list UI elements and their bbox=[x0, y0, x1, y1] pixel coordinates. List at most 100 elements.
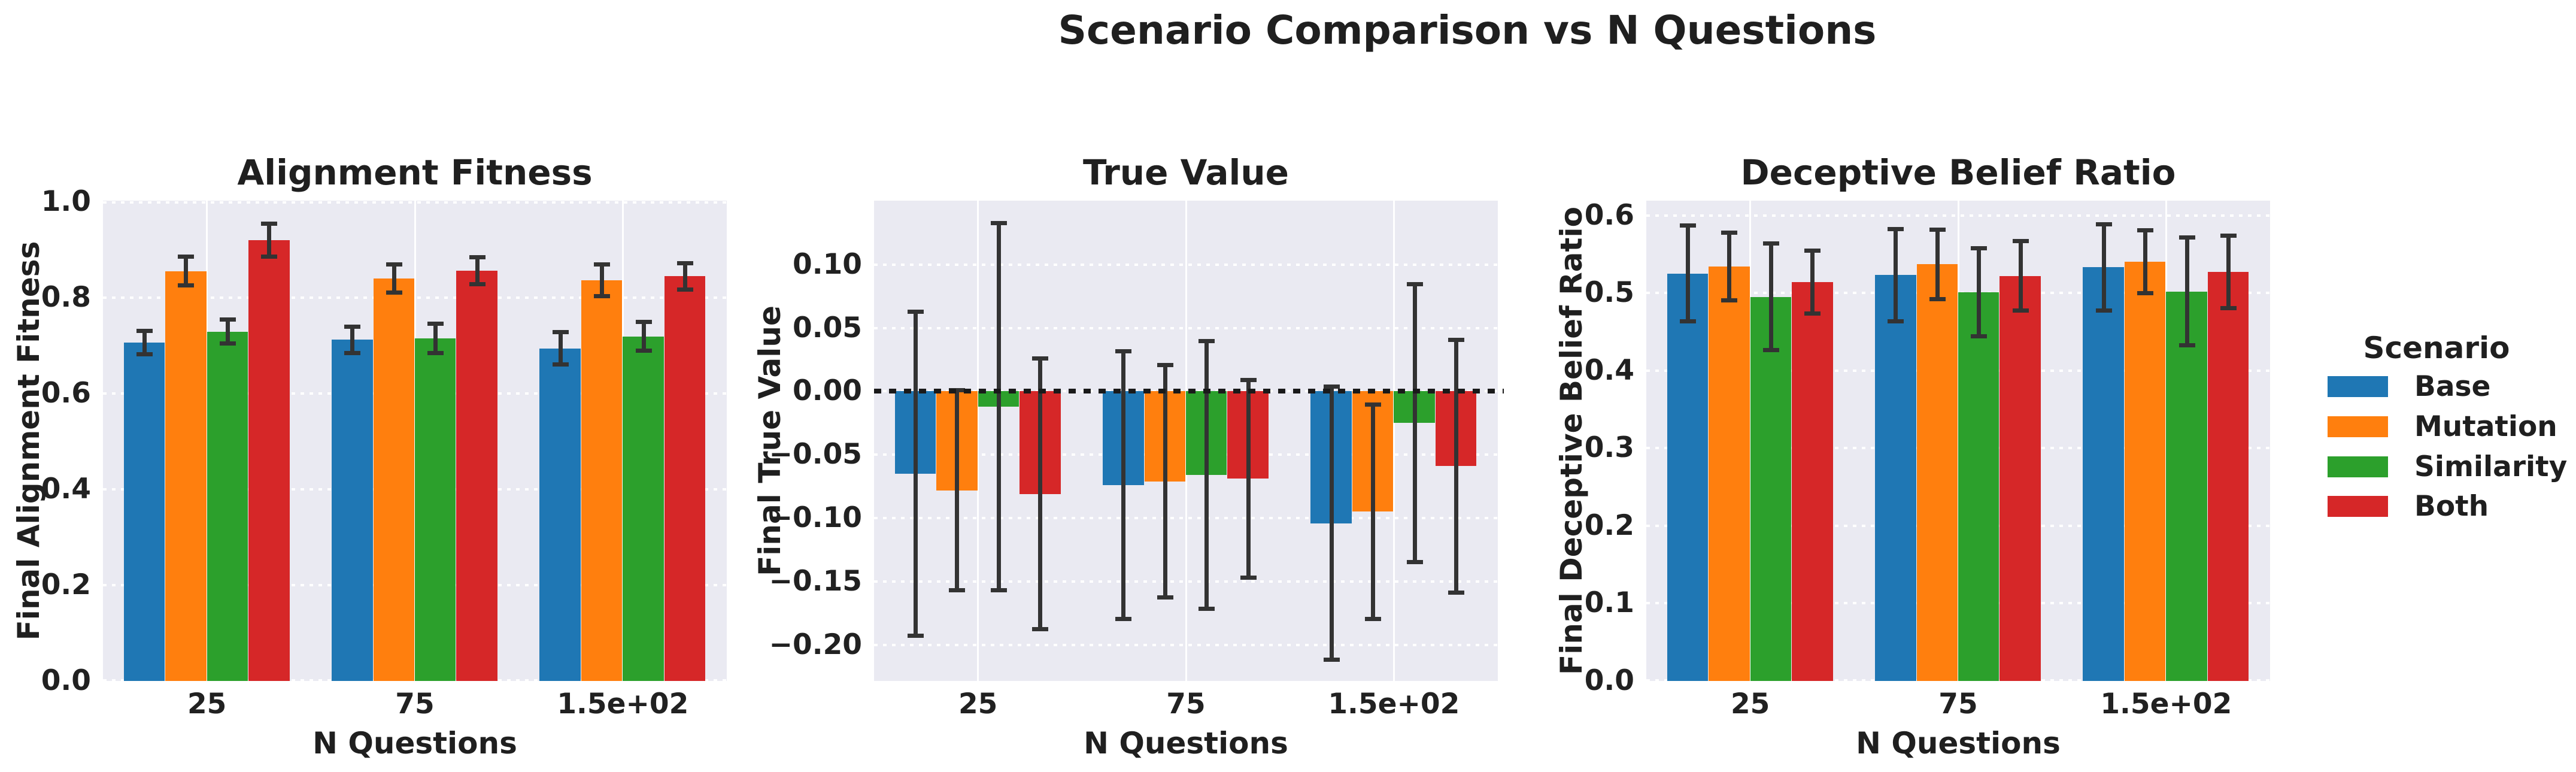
error-bar-cap-top bbox=[427, 321, 444, 326]
error-bar bbox=[913, 311, 918, 636]
error-bar-cap-bottom bbox=[1721, 298, 1738, 303]
gridline-x bbox=[1392, 201, 1395, 681]
error-bar-cap-top bbox=[1721, 231, 1738, 235]
error-bar bbox=[1038, 358, 1043, 630]
error-bar-cap-bottom bbox=[2012, 308, 2029, 313]
error-bar-cap-top bbox=[1365, 402, 1382, 407]
error-bar bbox=[1121, 350, 1126, 620]
error-bar-cap-bottom bbox=[1971, 334, 1988, 338]
error-bar-cap-bottom bbox=[1323, 658, 1340, 662]
bar-both-25 bbox=[248, 240, 290, 681]
bar-similarity-25 bbox=[207, 331, 248, 681]
legend-label-base: Base bbox=[2414, 370, 2491, 403]
legend-swatch-similarity bbox=[2328, 456, 2388, 477]
error-bar-cap-bottom bbox=[990, 588, 1007, 592]
y-tick-label: 0.3 bbox=[1584, 431, 1634, 465]
bar-both-1.5e+02 bbox=[664, 276, 706, 681]
bar-mutation-1.5e+02 bbox=[2124, 262, 2166, 681]
error-bar-cap-top bbox=[1032, 356, 1049, 361]
error-bar bbox=[1768, 243, 1773, 351]
error-bar bbox=[683, 263, 688, 290]
bar-similarity-1.5e+02 bbox=[623, 336, 664, 681]
y-tick-label: 0.1 bbox=[1584, 586, 1634, 620]
y-tick-label: −0.20 bbox=[769, 628, 862, 661]
bar-both-25 bbox=[1792, 282, 1833, 681]
legend-label-both: Both bbox=[2414, 490, 2489, 523]
y-tick-label: 0.6 bbox=[1584, 198, 1634, 232]
y-axis-label: Final True Value bbox=[753, 305, 787, 576]
error-bar-cap-bottom bbox=[2178, 343, 2195, 348]
error-bar-cap-top bbox=[136, 328, 153, 333]
y-tick-label: 0.5 bbox=[1584, 276, 1634, 310]
y-tick-label: 0.2 bbox=[1584, 508, 1634, 542]
error-bar-cap-top bbox=[2137, 228, 2154, 233]
bar-both-75 bbox=[456, 270, 497, 681]
error-bar bbox=[1935, 229, 1940, 299]
bar-mutation-75 bbox=[373, 278, 414, 681]
error-bar-cap-top bbox=[1323, 385, 1340, 389]
error-bar-cap-top bbox=[1406, 281, 1423, 286]
legend-swatch-both bbox=[2328, 496, 2388, 517]
error-bar-cap-bottom bbox=[2220, 306, 2237, 311]
error-bar-cap-top bbox=[677, 261, 694, 266]
x-tick-label: 75 bbox=[395, 688, 435, 720]
error-bar-cap-bottom bbox=[1804, 311, 1821, 316]
error-bar-cap-bottom bbox=[1679, 319, 1696, 324]
error-bar-cap-top bbox=[1157, 363, 1173, 368]
error-bar-cap-bottom bbox=[344, 350, 361, 355]
bar-base-75 bbox=[1875, 275, 1916, 681]
x-tick-label: 25 bbox=[958, 688, 998, 720]
y-tick-label: 0.2 bbox=[41, 568, 91, 601]
error-bar-cap-bottom bbox=[1888, 319, 1904, 324]
error-bar-cap-bottom bbox=[1365, 617, 1382, 622]
subplot-title-2: True Value bbox=[1083, 152, 1289, 193]
error-bar-cap-bottom bbox=[261, 255, 278, 259]
error-bar bbox=[1454, 339, 1459, 593]
error-bar-cap-top bbox=[344, 324, 361, 329]
error-bar-cap-top bbox=[635, 319, 652, 324]
error-bar-cap-bottom bbox=[594, 294, 611, 299]
error-bar-cap-bottom bbox=[386, 290, 402, 295]
error-bar-cap-bottom bbox=[136, 352, 153, 356]
error-bar-cap-top bbox=[1929, 227, 1946, 232]
error-bar bbox=[1894, 228, 1898, 322]
y-tick-label: −0.15 bbox=[769, 564, 862, 598]
gridline-x bbox=[977, 201, 979, 681]
bar-base-25 bbox=[1667, 273, 1709, 681]
legend-title: Scenario bbox=[2363, 331, 2510, 365]
error-bar-cap-bottom bbox=[1199, 607, 1215, 611]
error-bar-cap-top bbox=[1115, 349, 1132, 353]
error-bar-cap-bottom bbox=[219, 341, 236, 346]
error-bar-cap-bottom bbox=[1032, 627, 1049, 632]
error-bar bbox=[1810, 250, 1815, 314]
error-bar bbox=[2018, 241, 2023, 311]
error-bar-cap-bottom bbox=[635, 349, 652, 353]
error-bar bbox=[1371, 404, 1376, 620]
error-bar-cap-top bbox=[552, 330, 569, 335]
error-bar-cap-top bbox=[2012, 239, 2029, 244]
bar-mutation-1.5e+02 bbox=[581, 280, 623, 681]
error-bar-cap-bottom bbox=[677, 287, 694, 292]
legend-swatch-base bbox=[2328, 376, 2388, 397]
error-bar-cap-top bbox=[178, 254, 195, 259]
error-bar-cap-bottom bbox=[1240, 575, 1257, 580]
bar-base-1.5e+02 bbox=[2083, 267, 2124, 681]
error-bar bbox=[1163, 365, 1167, 598]
bar-similarity-75 bbox=[1958, 292, 1999, 681]
error-bar-cap-top bbox=[1679, 223, 1696, 228]
y-tick-label: −0.05 bbox=[769, 438, 862, 471]
error-bar bbox=[184, 256, 189, 286]
error-bar-cap-bottom bbox=[469, 282, 486, 287]
y-axis-label: Final Deceptive Belief Ratio bbox=[1554, 207, 1589, 675]
error-bar-cap-top bbox=[1888, 226, 1904, 231]
error-bar-cap-bottom bbox=[178, 283, 195, 288]
error-bar-cap-top bbox=[261, 222, 278, 226]
error-bar-cap-bottom bbox=[427, 350, 444, 355]
error-bar bbox=[475, 256, 480, 285]
x-tick-label: 1.5e+02 bbox=[2100, 688, 2232, 720]
y-tick-label: 0.0 bbox=[41, 664, 91, 697]
bar-base-75 bbox=[332, 340, 373, 681]
error-bar-cap-top bbox=[1971, 246, 1988, 251]
error-bar bbox=[267, 223, 272, 258]
